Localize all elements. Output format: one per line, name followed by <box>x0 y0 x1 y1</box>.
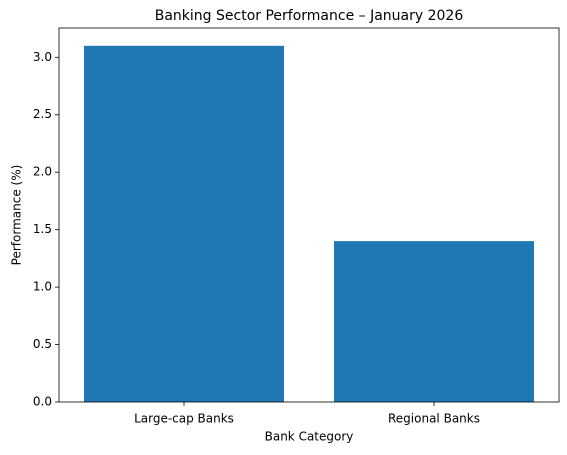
y-tick-label: 2.0 <box>33 165 52 179</box>
plot-frame <box>58 27 560 403</box>
y-tick-label: 1.0 <box>33 280 52 294</box>
bar <box>84 45 284 403</box>
y-tick-label: 1.5 <box>33 222 52 236</box>
y-tick-label: 0.0 <box>33 395 52 409</box>
chart-title: Banking Sector Performance – January 202… <box>155 8 464 24</box>
y-tick-label: 2.5 <box>33 107 52 121</box>
y-tick-label: 3.0 <box>33 50 52 64</box>
y-axis-label: Performance (%) <box>10 165 24 266</box>
bar <box>334 241 534 402</box>
y-tick-label: 0.5 <box>33 337 52 351</box>
x-tick-label: Large-cap Banks <box>134 412 234 426</box>
x-tick-label: Regional Banks <box>388 412 480 426</box>
x-axis-label: Bank Category <box>265 430 354 444</box>
